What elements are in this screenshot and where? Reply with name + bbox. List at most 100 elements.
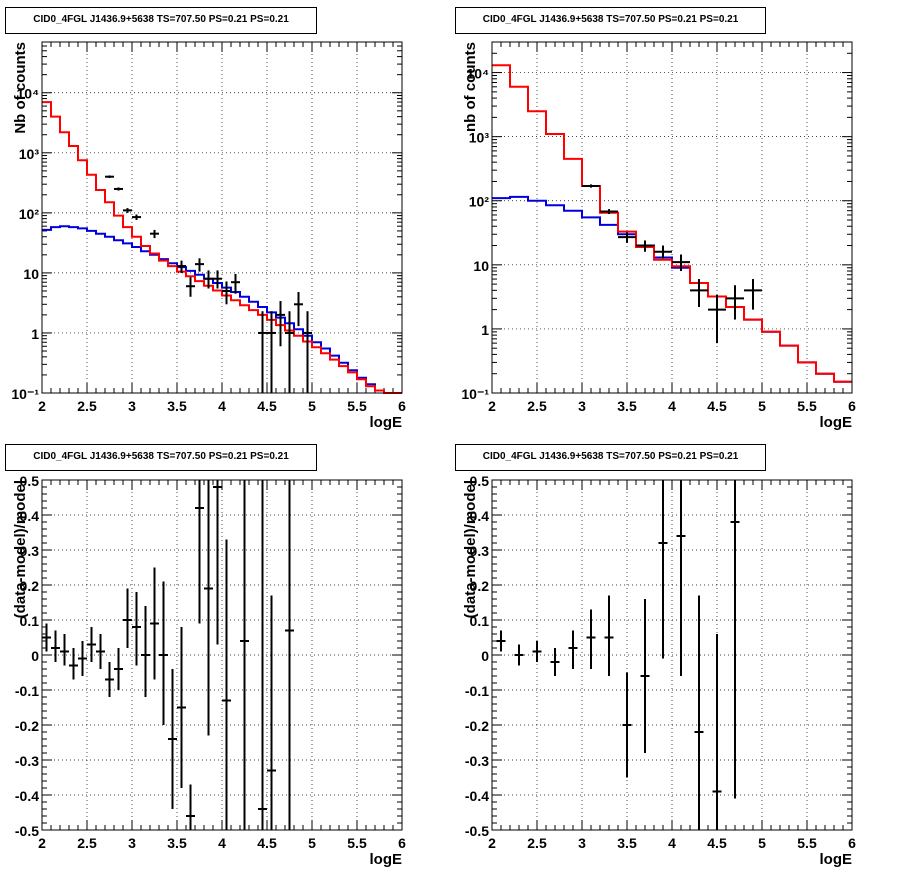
data-point — [141, 606, 150, 697]
data-point — [231, 273, 240, 294]
x-tick-label: 5.5 — [797, 398, 817, 414]
data-point — [694, 595, 704, 830]
y-tick-label: 0.2 — [470, 578, 490, 594]
data-point — [726, 285, 744, 320]
panel-title: CID0_4FGL J1436.9+5638 TS=707.50 PS=0.21… — [5, 7, 317, 34]
x-tick-label: 2.5 — [527, 398, 547, 414]
y-axis-label: (data-model)/model — [12, 480, 29, 618]
x-tick-label: 3.5 — [167, 835, 187, 851]
chart-4 — [491, 479, 853, 831]
x-tick-label: 2 — [488, 398, 496, 414]
data-point — [42, 623, 51, 652]
x-axis-label: logE — [370, 414, 403, 431]
data-point — [654, 245, 672, 259]
data-point — [204, 480, 213, 736]
x-tick-label: 5.5 — [347, 835, 367, 851]
y-tick-label: 0.5 — [470, 473, 490, 489]
y-tick-label: -0.3 — [465, 753, 489, 769]
data-point — [604, 595, 614, 676]
data-point — [658, 480, 668, 659]
y-tick-label: -0.1 — [465, 683, 489, 699]
panel-title: CID0_4FGL J1436.9+5638 TS=707.50 PS=0.21… — [455, 444, 766, 471]
data-point — [600, 209, 618, 215]
data-point — [105, 175, 114, 179]
y-tick-label: 0.3 — [20, 543, 40, 559]
data-point — [222, 281, 231, 305]
y-axis-label: (data-model)/model — [462, 480, 479, 618]
data-point — [267, 595, 276, 830]
x-tick-label: 5 — [308, 398, 316, 414]
y-tick-label: 0.1 — [20, 613, 40, 629]
x-tick-label: 3 — [128, 835, 136, 851]
data-point — [168, 669, 177, 809]
data-point — [690, 279, 708, 307]
y-tick-label: 0.2 — [20, 578, 40, 594]
x-tick-label: 5.5 — [347, 398, 367, 414]
plot-frame — [491, 41, 853, 394]
y-tick-label: 10³ — [19, 146, 40, 162]
x-axis-label: logE — [820, 851, 853, 868]
data-point — [303, 311, 312, 393]
data-point — [213, 480, 222, 645]
plot-frame — [41, 479, 403, 831]
x-tick-label: 4 — [668, 398, 676, 414]
x-tick-label: 4.5 — [707, 398, 727, 414]
data-point — [114, 648, 123, 690]
chart-2 — [491, 41, 853, 394]
y-tick-label: 1 — [481, 322, 489, 338]
x-tick-label: 2 — [488, 835, 496, 851]
data-point — [87, 627, 96, 662]
x-tick-label: 2 — [38, 398, 46, 414]
y-tick-label: -0.2 — [15, 718, 39, 734]
y-tick-label: 0.5 — [20, 473, 40, 489]
data-point — [240, 480, 249, 830]
data-point — [195, 480, 204, 624]
data-point — [532, 641, 542, 662]
y-tick-label: -0.4 — [15, 788, 39, 804]
data-point — [618, 232, 636, 243]
y-tick-label: -0.1 — [15, 683, 39, 699]
x-tick-label: 4 — [218, 398, 226, 414]
y-tick-label: 10⁴ — [17, 86, 40, 102]
background-model-curve — [42, 225, 402, 394]
y-tick-label: 10 — [23, 266, 39, 282]
data-point — [676, 480, 686, 676]
data-point — [285, 311, 294, 393]
y-tick-label: 0.1 — [470, 613, 490, 629]
data-point — [204, 270, 213, 289]
panel-title: CID0_4FGL J1436.9+5638 TS=707.50 PS=0.21… — [455, 7, 766, 34]
x-tick-label: 2.5 — [77, 398, 97, 414]
data-point — [159, 581, 168, 725]
x-tick-label: 6 — [848, 398, 856, 414]
total-model-curve — [42, 101, 402, 394]
x-tick-label: 3.5 — [617, 835, 637, 851]
data-point — [712, 634, 722, 830]
data-point — [514, 644, 524, 666]
x-tick-label: 5 — [758, 398, 766, 414]
x-tick-label: 5 — [308, 835, 316, 851]
data-point — [177, 627, 186, 788]
data-point — [222, 539, 231, 830]
y-tick-label: 0 — [481, 648, 489, 664]
y-tick-label: 10⁻¹ — [11, 386, 39, 402]
y-tick-label: 10² — [469, 194, 490, 210]
data-point — [672, 254, 690, 272]
data-point — [51, 630, 60, 662]
x-tick-label: 5 — [758, 835, 766, 851]
data-point — [96, 634, 105, 669]
data-point — [195, 258, 204, 272]
y-tick-label: 0 — [31, 648, 39, 664]
x-tick-label: 4.5 — [707, 835, 727, 851]
x-tick-label: 4.5 — [257, 398, 277, 414]
x-tick-label: 4 — [668, 835, 676, 851]
panel-title: CID0_4FGL J1436.9+5638 TS=707.50 PS=0.21… — [5, 444, 317, 471]
y-tick-label: -0.2 — [465, 718, 489, 734]
chart-1 — [41, 41, 403, 394]
data-point — [60, 634, 69, 666]
x-tick-label: 6 — [398, 835, 406, 851]
data-point — [123, 208, 132, 213]
x-tick-label: 3 — [578, 398, 586, 414]
y-tick-label: 0.4 — [470, 508, 490, 524]
x-tick-label: 2.5 — [527, 835, 547, 851]
data-point — [177, 260, 186, 273]
